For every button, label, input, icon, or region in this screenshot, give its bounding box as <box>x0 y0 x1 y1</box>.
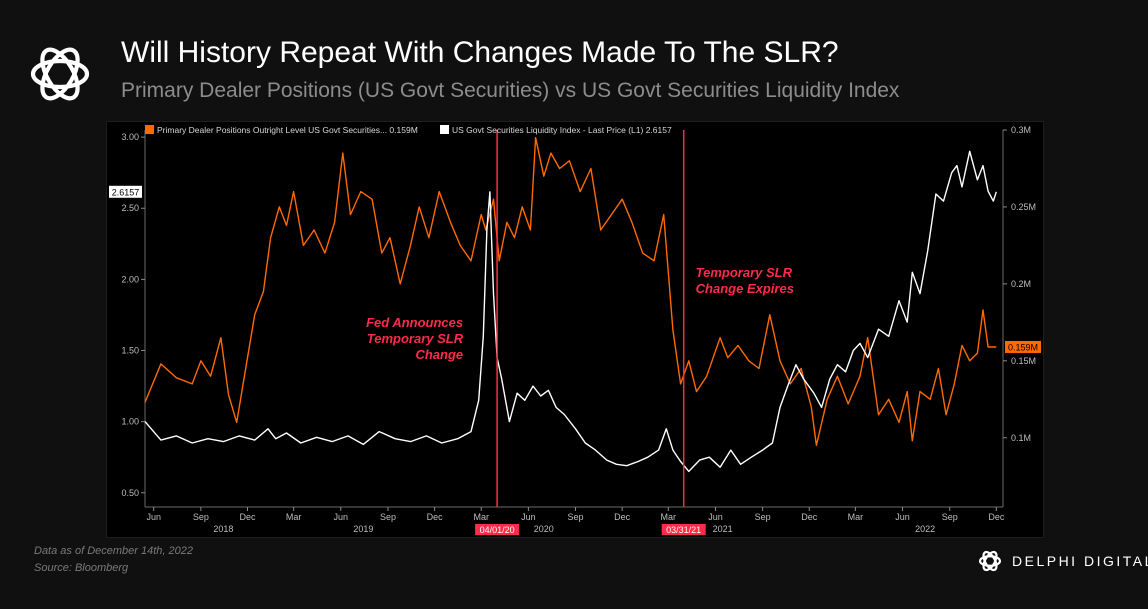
x-axis-tick-label: Dec <box>988 512 1005 522</box>
x-axis-tick-label: Jun <box>895 512 910 522</box>
event-annotation-text: Change Expires <box>696 281 794 296</box>
event-date-label: 04/01/20 <box>480 525 515 535</box>
brand-name: DELPHI DIGITAL <box>1012 553 1148 569</box>
delphi-logo-icon <box>30 47 90 101</box>
page-subtitle: Primary Dealer Positions (US Govt Securi… <box>121 79 900 102</box>
chart-panel: 3.00 2.50 2.00 1.50 1.00 0.50 0.3M 0.25M 0.2M 0.1… <box>106 121 1044 538</box>
x-axis-tick-label: Mar <box>661 512 677 522</box>
x-axis-tick-label: Jun <box>334 512 349 522</box>
event-annotation-text: Change <box>415 347 463 362</box>
x-axis-tick-label: Sep <box>755 512 771 522</box>
right-last-value-label: 0.159M <box>1008 342 1038 352</box>
page-title: Will History Repeat With Changes Made To… <box>121 36 839 69</box>
x-axis-year-label: 2018 <box>213 524 233 534</box>
event-annotation-text: Fed Announces <box>366 315 463 330</box>
right-axis-tick-label: 0.3M <box>1011 125 1031 135</box>
right-axis-tick-label: 0.25M <box>1011 202 1036 212</box>
left-axis-tick-label: 1.50 <box>121 346 139 356</box>
data-date-note: Data as of December 14th, 2022 <box>34 545 193 557</box>
x-axis-tick-label: Mar <box>286 512 302 522</box>
event-date-tag <box>661 524 706 535</box>
right-last-value-box <box>1005 340 1041 353</box>
x-axis-tick-label: Jun <box>146 512 161 522</box>
x-axis-tick-label: Dec <box>801 512 818 522</box>
legend-swatch-liquidity-index <box>440 125 449 134</box>
event-annotation-text: Temporary SLR <box>367 331 464 346</box>
x-axis-tick-label: Jun <box>521 512 536 522</box>
brand-mark: DELPHI DIGITAL <box>976 546 1148 576</box>
legend-label-liquidity-index: US Govt Securities Liquidity Index - Las… <box>452 125 672 135</box>
left-axis-tick-label: 1.00 <box>121 417 139 427</box>
source-note: Source: Bloomberg <box>34 562 129 574</box>
x-axis-tick-label: Dec <box>614 512 631 522</box>
delphi-brand-icon <box>978 550 1002 572</box>
x-axis-tick-label: Dec <box>240 512 257 522</box>
left-last-value-box <box>109 185 142 198</box>
x-axis-tick-label: Sep <box>942 512 958 522</box>
right-axis-tick-label: 0.15M <box>1011 356 1036 366</box>
left-last-value-label: 2.6157 <box>112 187 140 197</box>
x-axis-tick-label: Dec <box>427 512 444 522</box>
x-axis-year-label: 2019 <box>353 524 373 534</box>
x-axis-tick-label: Mar <box>473 512 489 522</box>
left-axis-tick-label: 0.50 <box>121 488 139 498</box>
series-line-primary-dealer-positions <box>144 137 997 447</box>
series-line-liquidity-index <box>144 150 997 473</box>
left-axis-tick-label: 3.00 <box>121 132 139 142</box>
chart-svg: 3.00 2.50 2.00 1.50 1.00 0.50 0.3M 0.25M 0.2M 0.1… <box>109 125 1041 535</box>
event-date-tag <box>475 524 520 535</box>
legend-label-primary-dealer: Primary Dealer Positions Outright Level … <box>157 125 418 135</box>
x-axis-tick-label: Mar <box>848 512 864 522</box>
x-axis-tick-label: Jun <box>708 512 723 522</box>
left-axis-tick-label: 2.50 <box>121 203 139 213</box>
right-axis-tick-label: 0.2M <box>1011 279 1031 289</box>
left-axis-tick-label: 2.00 <box>121 274 139 284</box>
right-axis-tick-label: 0.1M <box>1011 433 1031 443</box>
event-annotation-text: Temporary SLR <box>696 265 793 280</box>
x-axis-tick-label: Sep <box>380 512 396 522</box>
x-axis-tick-label: Sep <box>568 512 584 522</box>
x-axis-year-label: 2020 <box>534 524 554 534</box>
event-date-label: 03/31/21 <box>666 525 701 535</box>
legend-swatch-primary-dealer <box>145 125 154 134</box>
x-axis-year-label: 2021 <box>713 524 733 534</box>
x-axis-year-label: 2022 <box>915 524 935 534</box>
x-axis-tick-label: Sep <box>193 512 209 522</box>
